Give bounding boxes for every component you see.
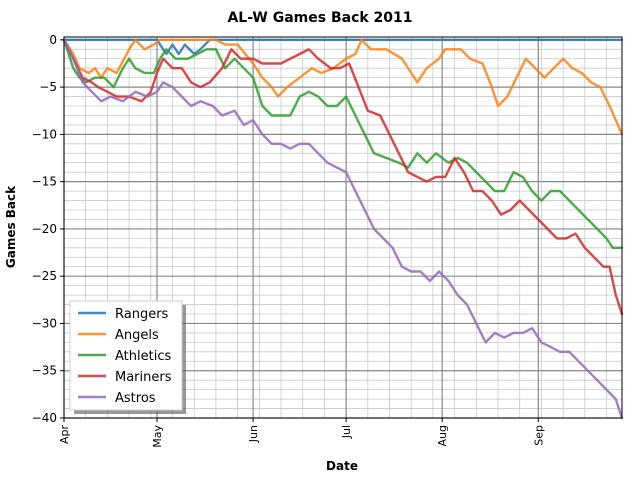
- series-line-athletics: [62, 38, 624, 250]
- y-tick-label: −20: [32, 222, 57, 236]
- series-lines: [62, 38, 624, 420]
- y-tick-label: −35: [32, 364, 57, 378]
- legend-entries: Rangers Angels Athletics Mariners Astros: [78, 307, 172, 406]
- legend-label-astros: Astros: [115, 391, 156, 406]
- x-tick-label: Jul: [340, 425, 353, 439]
- x-tick-label: May: [151, 425, 164, 448]
- y-tick-label: −15: [32, 175, 57, 189]
- series-line-angels: [62, 38, 624, 136]
- x-axis-label: Date: [326, 459, 358, 473]
- legend-label-athletics: Athletics: [115, 349, 171, 364]
- y-axis-label: Games Back: [4, 185, 18, 268]
- series-line-mariners: [62, 38, 624, 316]
- plot-frame: [63, 36, 623, 419]
- y-tick-label: −10: [32, 127, 57, 141]
- x-tick-label: Aug: [436, 425, 449, 446]
- legend: Rangers Angels Athletics Mariners Astros: [69, 300, 186, 414]
- y-tick-label: 0: [49, 33, 57, 47]
- legend-label-angels: Angels: [115, 328, 159, 343]
- x-axis: Apr May Jun Jul Aug Sep: [58, 418, 545, 448]
- y-tick-label: −30: [32, 316, 57, 330]
- y-tick-label: −40: [32, 411, 57, 425]
- legend-label-mariners: Mariners: [115, 370, 172, 385]
- series-line-astros: [62, 38, 624, 420]
- y-tick-label: −5: [39, 80, 57, 94]
- y-tick-label: −25: [32, 269, 57, 283]
- chart-title: AL-W Games Back 2011: [227, 10, 412, 26]
- x-tick-label: Sep: [532, 425, 545, 446]
- legend-label-rangers: Rangers: [115, 307, 169, 322]
- series-line-rangers: [62, 38, 624, 56]
- x-tick-label: Apr: [58, 425, 71, 445]
- x-tick-label: Jun: [247, 425, 260, 443]
- y-axis: 0 −5 −10 −15 −20 −25 −30 −35 −40: [32, 33, 64, 425]
